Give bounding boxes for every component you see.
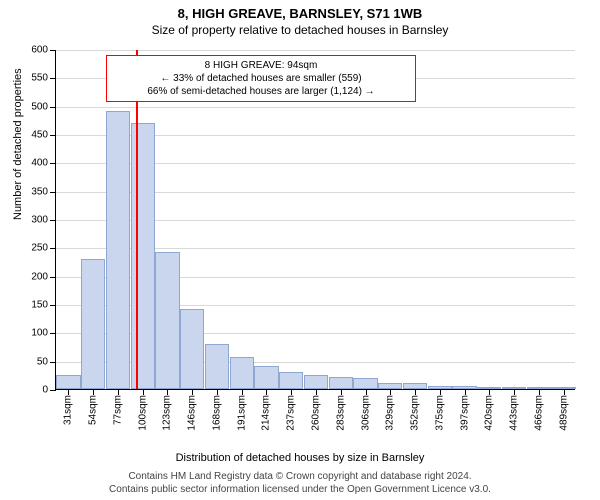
y-tick-label: 400 [31, 158, 48, 169]
y-tick-label: 200 [31, 271, 48, 282]
bar [106, 111, 130, 389]
x-tick-label: 397sqm [459, 395, 470, 431]
x-tick-label: 420sqm [484, 395, 495, 431]
x-tick-label: 329sqm [385, 395, 396, 431]
page-title: 8, HIGH GREAVE, BARNSLEY, S71 1WB [0, 0, 600, 21]
y-axis-title: Number of detached properties [12, 68, 24, 220]
x-tick-label: 214sqm [261, 395, 272, 431]
y-tick-label: 450 [31, 130, 48, 141]
y-tick [50, 50, 56, 51]
annotation-line-3: 66% of semi-detached houses are larger (… [113, 85, 409, 98]
x-tick-label: 100sqm [137, 395, 148, 431]
annotation-box: 8 HIGH GREAVE: 94sqm← 33% of detached ho… [106, 55, 416, 102]
bar [353, 378, 377, 389]
y-tick [50, 192, 56, 193]
x-tick-label: 466sqm [533, 395, 544, 431]
x-tick-label: 31sqm [63, 395, 74, 425]
gridline [56, 50, 575, 51]
x-tick-label: 54sqm [88, 395, 99, 425]
footnote: Contains HM Land Registry data © Crown c… [10, 471, 590, 496]
y-tick-label: 100 [31, 328, 48, 339]
bar [279, 372, 303, 389]
y-tick-label: 300 [31, 215, 48, 226]
y-tick [50, 305, 56, 306]
y-tick [50, 78, 56, 79]
x-tick-label: 191sqm [236, 395, 247, 431]
y-tick [50, 135, 56, 136]
x-tick-label: 146sqm [187, 395, 198, 431]
y-tick-label: 0 [42, 385, 48, 396]
x-tick-label: 443sqm [509, 395, 520, 431]
y-tick [50, 362, 56, 363]
bar [254, 366, 278, 389]
x-tick-label: 260sqm [311, 395, 322, 431]
footnote-line-1: Contains HM Land Registry data © Crown c… [128, 471, 471, 482]
y-tick-label: 550 [31, 73, 48, 84]
x-tick-label: 237sqm [286, 395, 297, 431]
y-tick [50, 277, 56, 278]
annotation-line-1: 8 HIGH GREAVE: 94sqm [113, 59, 409, 72]
x-tick-label: 375sqm [434, 395, 445, 431]
y-tick [50, 220, 56, 221]
y-tick-label: 350 [31, 186, 48, 197]
bar [56, 375, 80, 389]
bar [155, 252, 179, 389]
x-tick-label: 352sqm [410, 395, 421, 431]
x-tick-label: 306sqm [360, 395, 371, 431]
y-tick [50, 390, 56, 391]
x-tick-label: 283sqm [335, 395, 346, 431]
x-tick-label: 168sqm [211, 395, 222, 431]
x-tick-label: 123sqm [162, 395, 173, 431]
chart-plot-area: 05010015020025030035040045050055060031sq… [55, 50, 575, 390]
y-tick [50, 107, 56, 108]
y-tick-label: 600 [31, 45, 48, 56]
x-axis-title: Distribution of detached houses by size … [0, 452, 600, 464]
gridline [56, 107, 575, 108]
y-tick [50, 333, 56, 334]
bar [131, 123, 155, 389]
footnote-line-2: Contains public sector information licen… [109, 484, 491, 495]
bar [81, 259, 105, 389]
y-tick-label: 150 [31, 300, 48, 311]
y-tick-label: 500 [31, 101, 48, 112]
bar [329, 377, 353, 389]
y-tick [50, 163, 56, 164]
x-tick-label: 489sqm [558, 395, 569, 431]
bar [304, 375, 328, 389]
annotation-line-2: ← 33% of detached houses are smaller (55… [113, 72, 409, 85]
bar [205, 344, 229, 389]
y-tick-label: 250 [31, 243, 48, 254]
y-tick [50, 248, 56, 249]
page-subtitle: Size of property relative to detached ho… [0, 21, 600, 37]
bar [180, 309, 204, 389]
x-tick-label: 77sqm [112, 395, 123, 425]
y-tick-label: 50 [37, 356, 48, 367]
bar [230, 357, 254, 389]
